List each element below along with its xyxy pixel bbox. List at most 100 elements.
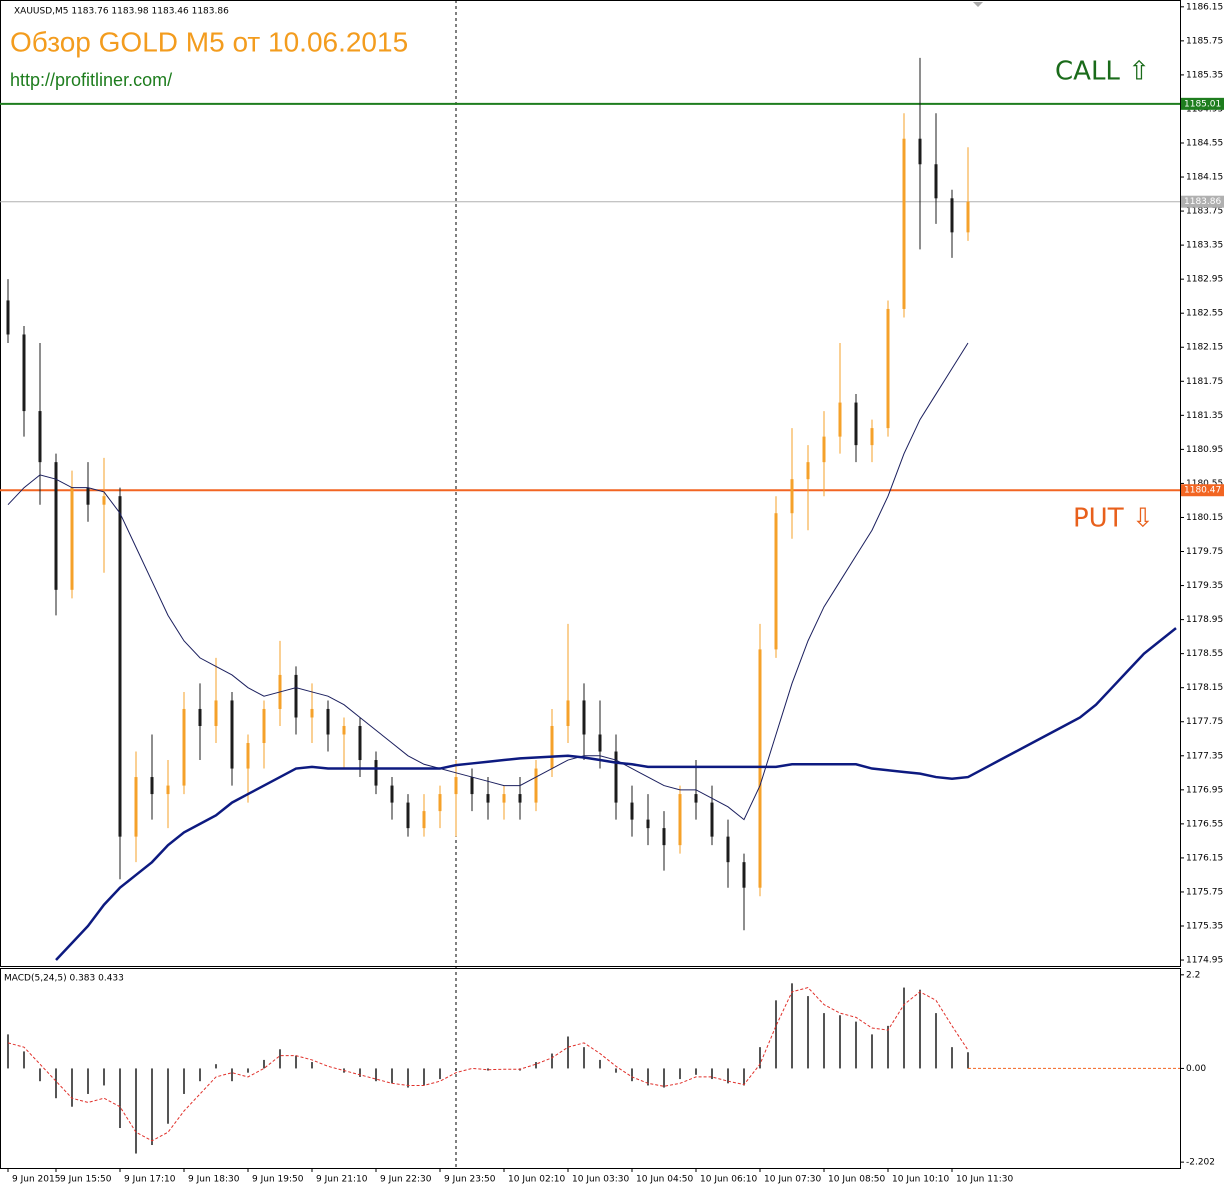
candle-body: [822, 436, 826, 463]
macd-label: MACD(5,24,5) 0.383 0.433: [4, 974, 124, 984]
x-tick-label: 9 Jun 22:30: [380, 1175, 432, 1185]
candle-body: [758, 649, 762, 888]
x-tick-label: 10 Jun 11:30: [956, 1175, 1013, 1185]
candle-body: [454, 777, 458, 795]
candle-body: [486, 794, 490, 803]
candle-body: [918, 138, 922, 165]
candle-body: [518, 794, 522, 803]
candle-body: [790, 479, 794, 514]
x-tick-label: 9 Jun 2015: [12, 1175, 60, 1185]
moving-average: [7, 342, 969, 821]
y-tick-label: 1184.15: [1186, 173, 1223, 183]
candle-body: [390, 785, 394, 803]
x-tick-label: 10 Jun 02:10: [508, 1175, 565, 1185]
signal-line: [7, 987, 969, 1142]
candle-body: [374, 760, 378, 786]
y-tick-label: 1182.55: [1186, 309, 1223, 319]
y-tick-label: 1179.35: [1186, 581, 1223, 591]
y-tick-label: 1185.35: [1186, 70, 1223, 80]
candle-body: [646, 819, 650, 829]
candle-body: [566, 700, 570, 726]
x-tick-label: 9 Jun 19:50: [252, 1175, 304, 1185]
symbol-info: XAUUSD,M5 1183.76 1183.98 1183.46 1183.8…: [14, 7, 229, 17]
candle-body: [198, 708, 202, 726]
candle-body: [6, 300, 10, 335]
x-tick-label: 9 Jun 17:10: [124, 1175, 176, 1185]
y-tick-label: 1177.75: [1186, 717, 1223, 727]
x-tick-label: 9 Jun 21:10: [316, 1175, 368, 1185]
candle-body: [422, 811, 426, 829]
candle-body: [294, 674, 298, 718]
y-tick-label: -2.202: [1186, 1158, 1215, 1168]
y-tick-label: 1181.75: [1186, 377, 1223, 387]
candle-body: [710, 802, 714, 837]
x-tick-label: 9 Jun 23:50: [444, 1175, 496, 1185]
candle-body: [358, 725, 362, 761]
level-tag: [1181, 484, 1224, 497]
price-frame: [0, 0, 1181, 967]
candle-body: [950, 198, 954, 233]
candle-body: [774, 513, 778, 650]
annotation: PUT ⇩: [1073, 504, 1154, 534]
level-tag: [1181, 195, 1224, 208]
candle-body: [70, 487, 74, 590]
candle-body: [726, 836, 730, 863]
candle-body: [38, 411, 42, 463]
chart-title: Обзор GOLD M5 от 10.06.2015: [10, 26, 408, 57]
candle-body: [342, 725, 346, 735]
x-tick-label: 9 Jun 15:50: [60, 1175, 112, 1185]
candle-body: [742, 862, 746, 888]
candle-body: [470, 777, 474, 795]
candle-body: [54, 462, 58, 590]
candle-body: [246, 743, 250, 769]
y-tick-label: 1175.35: [1186, 921, 1223, 931]
y-tick-label: 1180.15: [1186, 513, 1223, 523]
candle-body: [902, 138, 906, 309]
x-tick-label: 10 Jun 10:10: [892, 1175, 949, 1185]
y-tick-label: 1183.75: [1186, 207, 1223, 217]
candle-body: [150, 777, 154, 795]
candle-body: [326, 708, 330, 735]
y-tick-label: 1180.95: [1186, 445, 1223, 455]
candle-body: [838, 402, 842, 437]
y-tick-label: 1178.15: [1186, 683, 1223, 693]
candle-body: [406, 802, 410, 829]
level-label: 1185.01: [1184, 99, 1221, 109]
candle-body: [630, 802, 634, 820]
y-tick-label: 2.2: [1186, 970, 1200, 980]
y-tick-label: 1182.95: [1186, 275, 1223, 285]
x-tick-label: 10 Jun 04:50: [636, 1175, 693, 1185]
y-tick-label: 1186.15: [1186, 2, 1223, 12]
y-tick-label: 1176.55: [1186, 819, 1223, 829]
y-tick-label: 1183.35: [1186, 241, 1223, 251]
candle-body: [662, 828, 666, 846]
level-label: 1180.47: [1184, 486, 1221, 496]
x-tick-label: 9 Jun 18:30: [188, 1175, 240, 1185]
y-tick-label: 0.00: [1186, 1064, 1206, 1074]
shift-marker: [973, 2, 983, 7]
y-tick-label: 1176.15: [1186, 853, 1223, 863]
candle-body: [870, 428, 874, 446]
candle-body: [262, 708, 266, 744]
candle-body: [886, 308, 890, 429]
y-tick-label: 1178.95: [1186, 615, 1223, 625]
candle-body: [502, 794, 506, 803]
candle-body: [166, 785, 170, 795]
level-label: 1183.86: [1184, 197, 1221, 207]
candle-body: [614, 751, 618, 803]
candle-body: [550, 725, 554, 769]
y-tick-label: 1184.55: [1186, 138, 1223, 148]
candle-body: [182, 708, 186, 786]
moving-average: [55, 627, 1177, 961]
y-tick-label: 1180.55: [1186, 479, 1223, 489]
candle-body: [230, 700, 234, 769]
y-tick-label: 1182.15: [1186, 343, 1223, 353]
y-tick-label: 1177.35: [1186, 751, 1223, 761]
y-tick-label: 1185.75: [1186, 36, 1223, 46]
x-tick-label: 10 Jun 08:50: [828, 1175, 885, 1185]
x-tick-label: 10 Jun 07:30: [764, 1175, 821, 1185]
annotation: CALL ⇧: [1055, 57, 1150, 87]
candle-body: [582, 700, 586, 735]
candle-body: [102, 496, 106, 505]
